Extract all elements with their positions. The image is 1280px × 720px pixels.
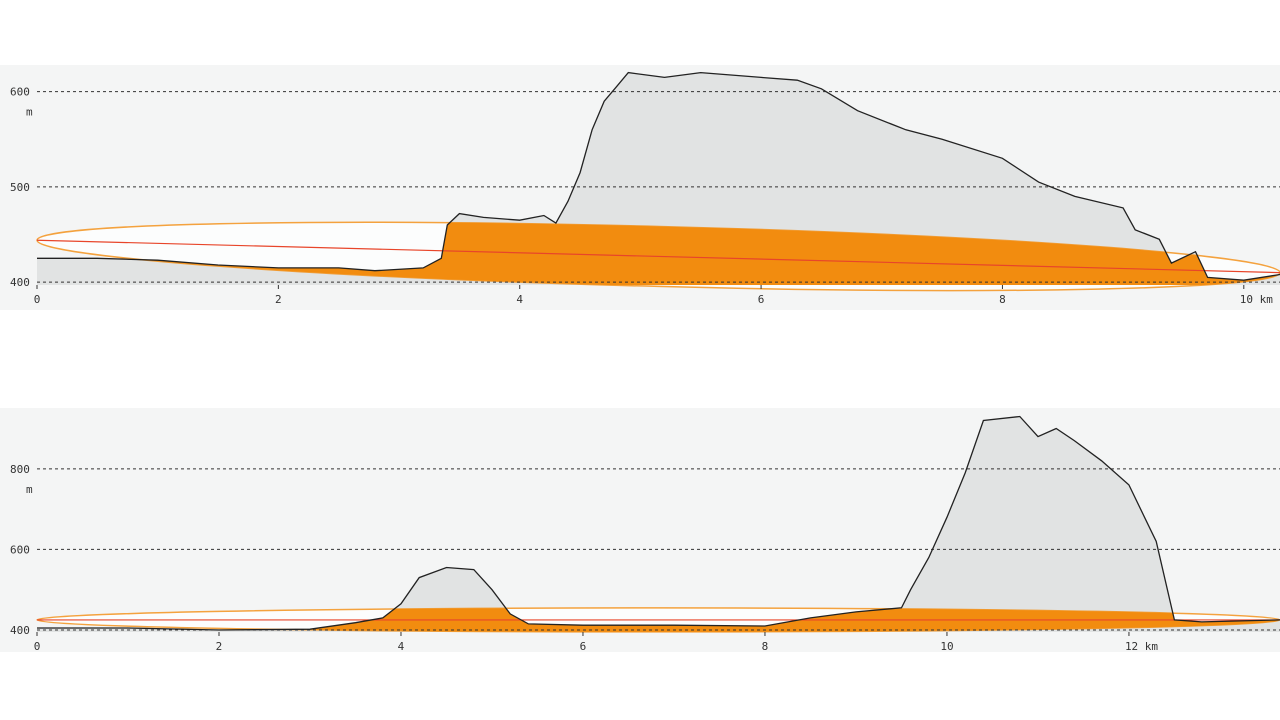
x-tick-label: 6 <box>758 293 765 306</box>
x-tick-label: 8 <box>999 293 1006 306</box>
x-tick-label: 6 <box>580 640 587 653</box>
x-tick-label: 4 <box>398 640 405 653</box>
terrain-area <box>37 416 1280 632</box>
y-tick-label: 600 <box>10 86 30 99</box>
x-tick-label: 2 <box>275 293 282 306</box>
terrain-line <box>37 415 1280 631</box>
x-tick-label: 12 km <box>1125 640 1158 653</box>
y-unit-label: m <box>26 106 33 119</box>
y-unit-label: m <box>26 483 33 496</box>
x-tick-label: 4 <box>516 293 523 306</box>
fresnel-zone-outline <box>36 221 1280 292</box>
x-tick-label: 2 <box>216 640 223 653</box>
y-tick-label: 500 <box>10 181 30 194</box>
y-tick-label: 400 <box>10 624 30 637</box>
line-of-sight <box>36 239 1280 274</box>
y-tick-label: 600 <box>10 543 30 556</box>
terrain-area <box>37 72 1280 285</box>
x-tick-label: 0 <box>34 293 41 306</box>
y-tick-label: 800 <box>10 463 30 476</box>
x-tick-label: 8 <box>762 640 769 653</box>
terrain-line <box>37 71 1280 281</box>
y-tick-label: 400 <box>10 276 30 289</box>
x-tick-label: 10 km <box>1240 293 1273 306</box>
x-tick-label: 10 <box>940 640 953 653</box>
x-tick-label: 0 <box>34 640 41 653</box>
